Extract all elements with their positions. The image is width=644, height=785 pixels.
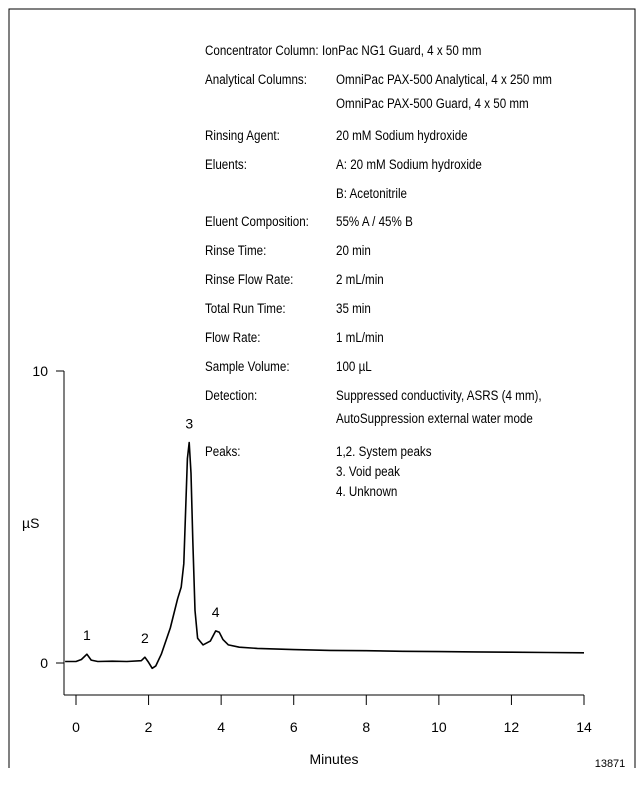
eluents-label: Eluents: (205, 157, 247, 172)
peaks-value-3: 4. Unknown (336, 484, 398, 499)
eluents-value-1: A: 20 mM Sodium hydroxide (336, 157, 482, 172)
sample-volume-label: Sample Volume: (205, 359, 290, 374)
x-tick-label: 14 (576, 719, 592, 735)
rinse-time-value: 20 min (336, 243, 371, 258)
total-run-label: Total Run Time: (205, 301, 286, 316)
figure-id: 13871 (595, 758, 626, 770)
concentrator-label: Concentrator Column: (205, 43, 319, 58)
detection-value-2: AutoSuppression external water mode (336, 411, 533, 426)
x-tick-label: 12 (504, 719, 520, 735)
x-tick-label: 6 (290, 719, 298, 735)
detection-value-1: Suppressed conductivity, ASRS (4 mm), (336, 388, 542, 403)
flow-rate-label: Flow Rate: (205, 330, 261, 345)
rinse-flow-value: 2 mL/min (336, 272, 384, 287)
peak-label-3: 3 (185, 416, 193, 432)
x-axis-label: Minutes (309, 751, 358, 767)
peaks-label: Peaks: (205, 444, 241, 459)
x-tick-label: 4 (217, 719, 225, 735)
rinsing-agent-value: 20 mM Sodium hydroxide (336, 128, 468, 143)
rinse-time-label: Rinse Time: (205, 243, 267, 258)
eluent-composition-value: 55% A / 45% B (336, 214, 413, 229)
y-axis-label: µS (22, 515, 39, 531)
rinse-flow-label: Rinse Flow Rate: (205, 272, 294, 287)
x-tick-label: 8 (362, 719, 370, 735)
peak-label-4: 4 (212, 604, 220, 620)
peak-label-1: 1 (83, 627, 91, 643)
peaks-value-2: 3. Void peak (336, 464, 400, 479)
y-ticks: 0 10 (32, 363, 64, 671)
x-tick-label: 2 (145, 719, 153, 735)
peak-labels: 1 2 3 4 (83, 416, 220, 647)
analytical-label: Analytical Columns: (205, 72, 307, 87)
x-ticks: 0 2 4 6 8 10 12 14 (72, 695, 592, 735)
sample-volume-value: 100 µL (336, 359, 372, 374)
flow-rate-value: 1 mL/min (336, 330, 384, 345)
peaks-value-1: 1,2. System peaks (336, 444, 432, 459)
analytical-value-1: OmniPac PAX-500 Analytical, 4 x 250 mm (336, 72, 552, 87)
chromatogram-trace (65, 441, 585, 670)
x-tick-label: 0 (72, 719, 80, 735)
x-tick-label: 10 (431, 719, 447, 735)
peak-label-2: 2 (141, 630, 149, 646)
analytical-value-2: OmniPac PAX-500 Guard, 4 x 50 mm (336, 96, 529, 111)
detection-label: Detection: (205, 388, 258, 403)
y-tick-label: 0 (40, 655, 48, 671)
total-run-value: 35 min (336, 301, 371, 316)
y-tick-label: 10 (32, 363, 48, 379)
concentrator-value: IonPac NG1 Guard, 4 x 50 mm (322, 43, 482, 58)
eluents-value-2: B: Acetonitrile (336, 186, 407, 201)
eluent-composition-label: Eluent Composition: (205, 214, 309, 229)
rinsing-agent-label: Rinsing Agent: (205, 128, 280, 143)
